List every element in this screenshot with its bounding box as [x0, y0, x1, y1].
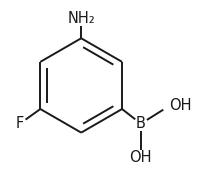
- Text: NH₂: NH₂: [67, 11, 95, 26]
- Text: B: B: [136, 116, 146, 131]
- Text: OH: OH: [169, 98, 192, 113]
- Text: OH: OH: [129, 150, 152, 165]
- Text: F: F: [16, 116, 24, 131]
